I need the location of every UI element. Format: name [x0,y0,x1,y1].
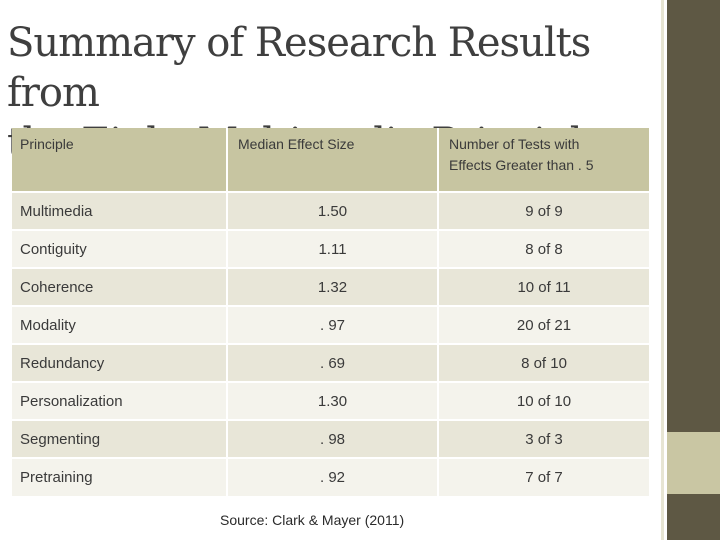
tests-cell: 8 of 8 [437,229,649,268]
principle-cell: Pretraining [12,457,227,496]
effect-size-cell: 1.50 [226,191,438,230]
table-row: Coherence 1.32 10 of 11 [12,267,649,306]
header-principle: Principle [12,128,227,192]
tests-cell: 10 of 10 [437,381,649,420]
tests-cell: 10 of 11 [437,267,649,306]
table-row: Personalization 1.30 10 of 10 [12,381,649,420]
principle-cell: Coherence [12,267,227,306]
principle-cell: Segmenting [12,419,227,458]
tests-cell: 20 of 21 [437,305,649,344]
effect-size-cell: . 92 [226,457,438,496]
table-row: Pretraining. 92 7 of 7 [12,457,649,496]
effect-size-cell: 1.32 [226,267,438,306]
principle-cell: Modality [12,305,227,344]
effect-size-cell: 1.11 [226,229,438,268]
tests-cell: 9 of 9 [437,191,649,230]
effect-size-cell: . 69 [226,343,438,382]
table-row: Modality. 97 20 of 21 [12,305,649,344]
tests-cell: 7 of 7 [437,457,649,496]
header-number-of-tests: Number of Tests with Effects Greater tha… [437,128,649,192]
tests-cell: 3 of 3 [437,419,649,458]
results-table: Principle Median Effect Size Number of T… [12,128,649,496]
principle-cell: Multimedia [12,191,227,230]
principle-cell: Contiguity [12,229,227,268]
table-row: Contiguity 1.11 8 of 8 [12,229,649,268]
table-row: Redundancy. 69 8 of 10 [12,343,649,382]
tests-cell: 8 of 10 [437,343,649,382]
source-citation: Source: Clark & Mayer (2011) [220,512,405,528]
decorative-side-bar-accent [667,432,720,494]
table-row: Segmenting. 98 3 of 3 [12,419,649,458]
table-body: Multimedia 1.50 9 of 9 Contiguity 1.11 8 of 8… [12,191,649,496]
effect-size-cell: . 97 [226,305,438,344]
table-header-row: Principle Median Effect Size Number of T… [12,128,649,192]
effect-size-cell: . 98 [226,419,438,458]
decorative-stripe [661,0,664,540]
header-median-effect-size: Median Effect Size [226,128,438,192]
principle-cell: Personalization [12,381,227,420]
table-row: Multimedia 1.50 9 of 9 [12,191,649,230]
effect-size-cell: 1.30 [226,381,438,420]
principle-cell: Redundancy [12,343,227,382]
